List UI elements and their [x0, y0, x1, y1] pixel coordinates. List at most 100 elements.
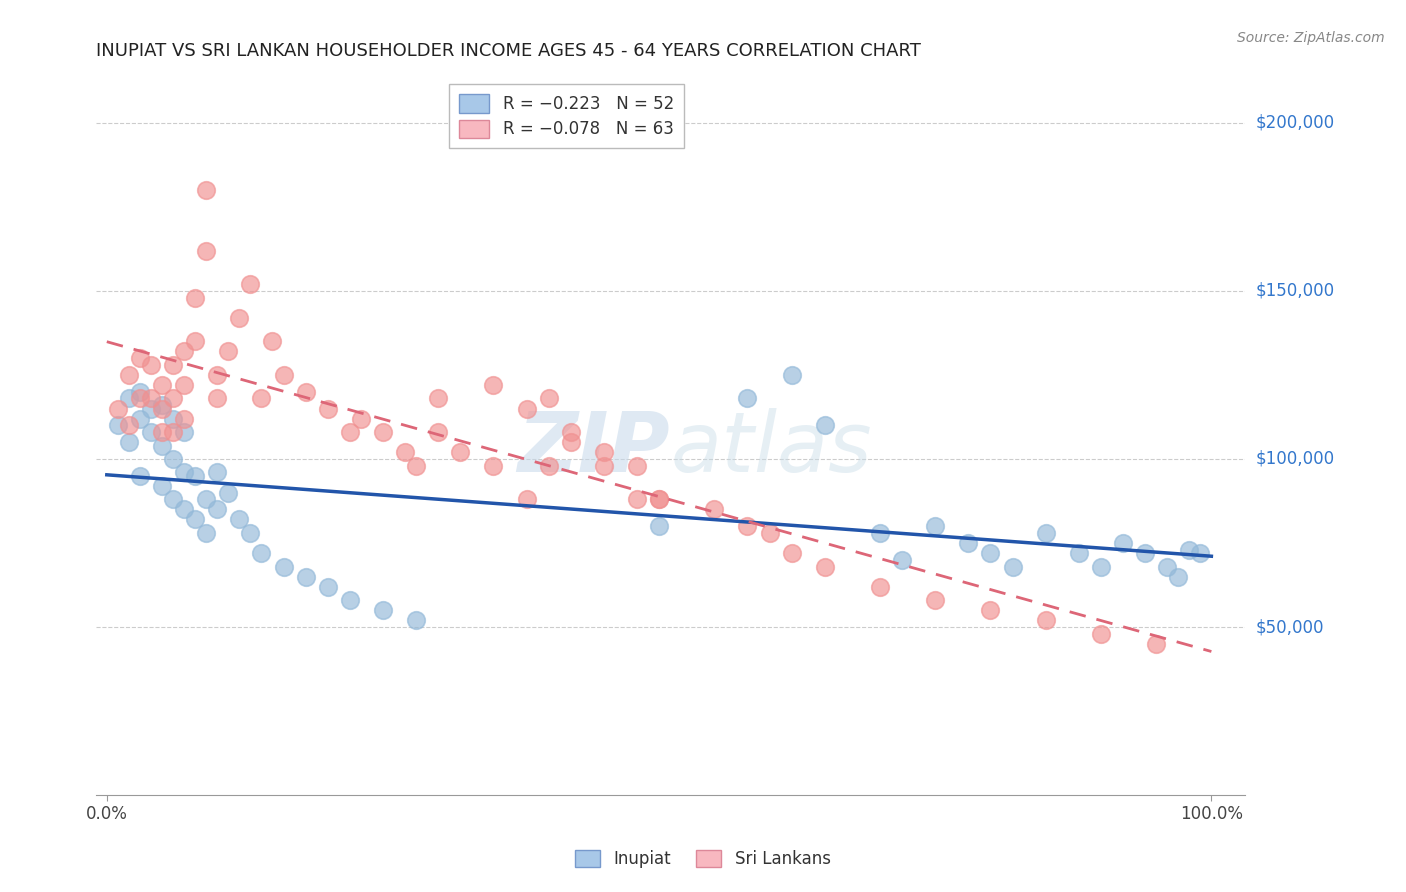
Point — [173, 502, 195, 516]
Point — [350, 411, 373, 425]
Point — [979, 546, 1001, 560]
Point — [150, 401, 173, 416]
Point — [592, 445, 614, 459]
Point — [316, 401, 339, 416]
Point — [239, 525, 262, 540]
Point — [173, 344, 195, 359]
Point — [195, 183, 218, 197]
Point — [703, 502, 725, 516]
Point — [737, 519, 759, 533]
Point — [162, 392, 184, 406]
Point — [162, 411, 184, 425]
Point — [780, 546, 803, 560]
Point — [107, 401, 129, 416]
Point — [129, 468, 152, 483]
Point — [371, 603, 394, 617]
Text: ZIP: ZIP — [517, 408, 671, 489]
Point — [371, 425, 394, 439]
Point — [758, 525, 780, 540]
Text: Source: ZipAtlas.com: Source: ZipAtlas.com — [1237, 31, 1385, 45]
Point — [780, 368, 803, 382]
Point — [150, 479, 173, 493]
Point — [173, 466, 195, 480]
Point — [294, 569, 316, 583]
Point — [129, 351, 152, 365]
Point — [184, 291, 207, 305]
Point — [129, 392, 152, 406]
Point — [129, 384, 152, 399]
Point — [150, 438, 173, 452]
Point — [207, 466, 229, 480]
Text: INUPIAT VS SRI LANKAN HOUSEHOLDER INCOME AGES 45 - 64 YEARS CORRELATION CHART: INUPIAT VS SRI LANKAN HOUSEHOLDER INCOME… — [96, 42, 921, 60]
Point — [1090, 559, 1112, 574]
Point — [228, 512, 250, 526]
Point — [979, 603, 1001, 617]
Point — [273, 368, 295, 382]
Point — [1167, 569, 1189, 583]
Point — [162, 452, 184, 467]
Point — [592, 458, 614, 473]
Point — [891, 553, 914, 567]
Point — [139, 392, 162, 406]
Point — [184, 512, 207, 526]
Point — [869, 580, 891, 594]
Point — [173, 425, 195, 439]
Point — [648, 492, 671, 507]
Point — [173, 378, 195, 392]
Point — [648, 519, 671, 533]
Point — [1133, 546, 1156, 560]
Point — [195, 525, 218, 540]
Point — [1035, 525, 1057, 540]
Point — [1112, 536, 1135, 550]
Point — [173, 411, 195, 425]
Point — [207, 392, 229, 406]
Point — [482, 378, 505, 392]
Point — [626, 458, 648, 473]
Text: $200,000: $200,000 — [1256, 114, 1334, 132]
Point — [217, 485, 239, 500]
Point — [195, 492, 218, 507]
Point — [1144, 637, 1167, 651]
Point — [207, 368, 229, 382]
Point — [273, 559, 295, 574]
Point — [184, 334, 207, 349]
Point — [207, 502, 229, 516]
Point — [924, 593, 946, 607]
Point — [162, 425, 184, 439]
Point — [162, 492, 184, 507]
Legend: R = −0.223   N = 52, R = −0.078   N = 63: R = −0.223 N = 52, R = −0.078 N = 63 — [450, 85, 685, 148]
Point — [1189, 546, 1212, 560]
Point — [405, 613, 427, 627]
Point — [515, 401, 537, 416]
Point — [217, 344, 239, 359]
Point — [339, 593, 361, 607]
Point — [239, 277, 262, 292]
Point — [129, 411, 152, 425]
Point — [1090, 626, 1112, 640]
Point — [316, 580, 339, 594]
Point — [118, 418, 141, 433]
Point — [1001, 559, 1024, 574]
Point — [1178, 542, 1201, 557]
Point — [648, 492, 671, 507]
Point — [737, 392, 759, 406]
Point — [339, 425, 361, 439]
Point — [250, 546, 273, 560]
Point — [560, 425, 582, 439]
Point — [427, 392, 450, 406]
Point — [814, 559, 837, 574]
Text: $100,000: $100,000 — [1256, 450, 1334, 468]
Point — [150, 425, 173, 439]
Point — [139, 401, 162, 416]
Point — [162, 358, 184, 372]
Point — [560, 435, 582, 450]
Point — [869, 525, 891, 540]
Text: $50,000: $50,000 — [1256, 618, 1324, 636]
Point — [537, 458, 560, 473]
Point — [515, 492, 537, 507]
Point — [294, 384, 316, 399]
Point — [537, 392, 560, 406]
Point — [924, 519, 946, 533]
Point — [118, 368, 141, 382]
Point — [195, 244, 218, 258]
